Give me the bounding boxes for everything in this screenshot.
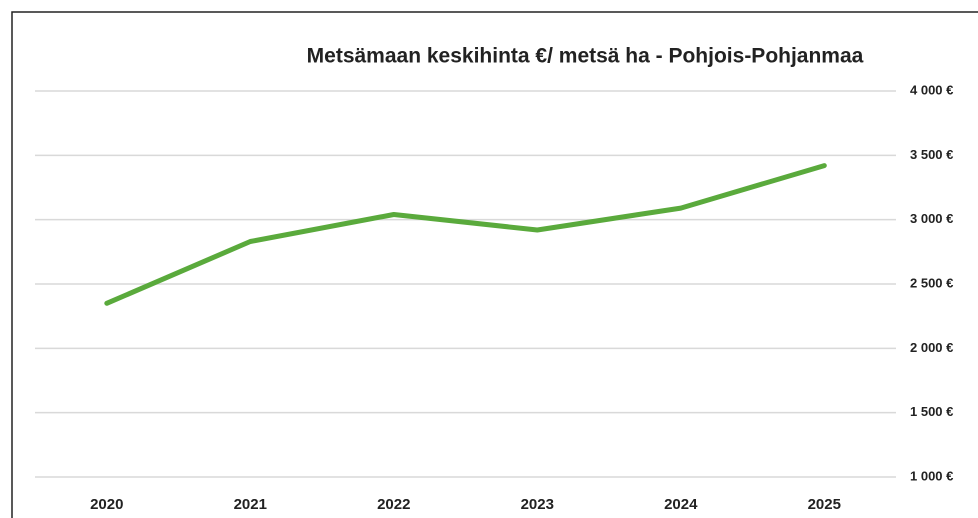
x-tick-label: 2025 bbox=[808, 496, 841, 513]
x-tick-label: 2022 bbox=[377, 496, 410, 513]
x-tick-label: 2020 bbox=[90, 496, 123, 513]
chart-title: Metsämaan keskihinta €/ metsä ha - Pohjo… bbox=[307, 45, 864, 68]
x-tick-label: 2021 bbox=[234, 496, 267, 513]
y-tick-label: 1 500 € bbox=[910, 404, 953, 419]
y-tick-label: 4 000 € bbox=[910, 82, 953, 97]
y-tick-label: 3 000 € bbox=[910, 211, 953, 226]
y-tick-label: 2 000 € bbox=[910, 340, 953, 355]
x-tick-label: 2024 bbox=[664, 496, 698, 513]
y-tick-label: 3 500 € bbox=[910, 147, 953, 162]
data-line bbox=[104, 163, 827, 306]
y-tick-label: 2 500 € bbox=[910, 275, 953, 290]
x-tick-label: 2023 bbox=[521, 496, 554, 513]
chart-frame bbox=[11, 11, 978, 518]
y-tick-label: 1 000 € bbox=[910, 468, 953, 483]
